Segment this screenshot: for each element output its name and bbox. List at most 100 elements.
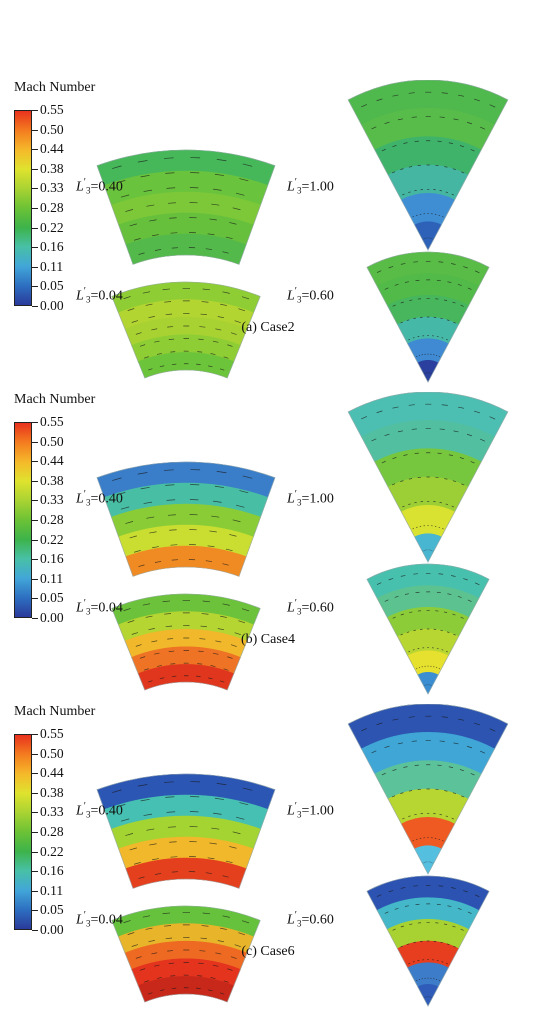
colorbar-tick <box>32 169 38 170</box>
contour-band <box>418 984 438 1006</box>
length-label: L′3=0.04 <box>76 286 123 305</box>
length-label: L′3=0.60 <box>287 598 334 617</box>
colorbar-tick <box>32 734 38 735</box>
contour-sec2 <box>367 876 489 1006</box>
colorbar-tick <box>32 793 38 794</box>
colorbar-tick-label: 0.44 <box>40 454 64 468</box>
contour-sec2 <box>367 252 489 382</box>
colorbar-tick <box>32 618 38 619</box>
colorbar-tick-label: 0.28 <box>40 513 64 527</box>
colorbar-tick-label: 0.33 <box>40 493 64 507</box>
contour-band <box>415 222 442 250</box>
contour-plots <box>0 80 536 402</box>
colorbar-tick-label: 0.05 <box>40 279 64 293</box>
contour-arc1 <box>97 150 275 264</box>
colorbar-tick <box>32 579 38 580</box>
colorbar-tick-label: 0.00 <box>40 299 64 313</box>
colorbar-tick-label: 0.16 <box>40 864 64 878</box>
contour-sec2 <box>367 564 489 694</box>
colorbar-tick-label: 0.00 <box>40 923 64 937</box>
colorbar-tick <box>32 228 38 229</box>
contour-band <box>408 651 449 675</box>
contour-band <box>401 193 454 225</box>
colorbar-tick-label: 0.38 <box>40 786 64 800</box>
colorbar-tick <box>32 832 38 833</box>
colorbar-tick <box>32 442 38 443</box>
colorbar-tick-label: 0.22 <box>40 533 64 547</box>
colorbar-title: Mach Number <box>14 80 95 96</box>
colorbar-title: Mach Number <box>14 392 95 408</box>
contour-band <box>401 505 454 537</box>
colorbar-tick <box>32 267 38 268</box>
colorbar-tick-label: 0.44 <box>40 766 64 780</box>
colorbar-tick-label: 0.50 <box>40 123 64 137</box>
contour-sec1 <box>348 704 508 874</box>
colorbar-tick-label: 0.22 <box>40 845 64 859</box>
colorbar-tick-label: 0.55 <box>40 103 64 117</box>
colorbar-tick <box>32 598 38 599</box>
colorbar-tick <box>32 891 38 892</box>
colorbar-tick-label: 0.16 <box>40 240 64 254</box>
contour-sec1 <box>348 80 508 250</box>
colorbar-tick-label: 0.50 <box>40 435 64 449</box>
colorbar-tick <box>32 286 38 287</box>
colorbar-tick-label: 0.11 <box>40 884 63 898</box>
colorbar-tick <box>32 910 38 911</box>
contour-plots <box>0 704 536 1026</box>
length-label: L′3=1.00 <box>287 177 334 196</box>
colorbar-tick <box>32 188 38 189</box>
panel-caption: (c) Case6 <box>0 944 536 960</box>
panel-caption: (a) Case2 <box>0 320 536 336</box>
contour-band <box>401 817 454 849</box>
contour-arc1 <box>97 774 275 888</box>
colorbar-tick <box>32 481 38 482</box>
colorbar-tick <box>32 852 38 853</box>
length-label: L′3=0.04 <box>76 910 123 929</box>
colorbar-tick <box>32 422 38 423</box>
contour-band <box>418 360 438 382</box>
length-label: L′3=0.04 <box>76 598 123 617</box>
length-label: L′3=0.40 <box>76 801 123 820</box>
colorbar-tick-label: 0.00 <box>40 611 64 625</box>
colorbar-tick <box>32 247 38 248</box>
contour-band <box>415 534 442 562</box>
colorbar-tick-label: 0.33 <box>40 181 64 195</box>
colorbar-tick <box>32 306 38 307</box>
length-label: L′3=0.60 <box>287 286 334 305</box>
length-label: L′3=0.40 <box>76 177 123 196</box>
length-label: L′3=0.60 <box>287 910 334 929</box>
colorbar-tick-label: 0.22 <box>40 221 64 235</box>
colorbar-tick <box>32 773 38 774</box>
colorbar-title: Mach Number <box>14 704 95 720</box>
contour-plots <box>0 392 536 714</box>
colorbar-tick <box>32 149 38 150</box>
colorbar-tick-label: 0.05 <box>40 591 64 605</box>
panel-caption: (b) Case4 <box>0 632 536 648</box>
colorbar-tick-label: 0.11 <box>40 260 63 274</box>
colorbar-tick <box>32 500 38 501</box>
colorbar-tick-label: 0.38 <box>40 162 64 176</box>
colorbar-tick <box>32 520 38 521</box>
colorbar-tick <box>32 930 38 931</box>
length-label: L′3=0.40 <box>76 489 123 508</box>
colorbar-tick <box>32 559 38 560</box>
contour-band <box>408 963 449 987</box>
colorbar-tick-label: 0.16 <box>40 552 64 566</box>
colorbar <box>14 422 32 618</box>
length-label: L′3=1.00 <box>287 801 334 820</box>
contour-band <box>418 672 438 694</box>
contour-sec1 <box>348 392 508 562</box>
colorbar-tick <box>32 208 38 209</box>
contour-band <box>408 339 449 363</box>
length-label: L′3=1.00 <box>287 489 334 508</box>
colorbar-tick <box>32 540 38 541</box>
colorbar-tick-label: 0.33 <box>40 805 64 819</box>
colorbar <box>14 734 32 930</box>
colorbar-tick-label: 0.50 <box>40 747 64 761</box>
contour-arc1 <box>97 462 275 576</box>
colorbar-tick <box>32 461 38 462</box>
colorbar-tick-label: 0.55 <box>40 727 64 741</box>
